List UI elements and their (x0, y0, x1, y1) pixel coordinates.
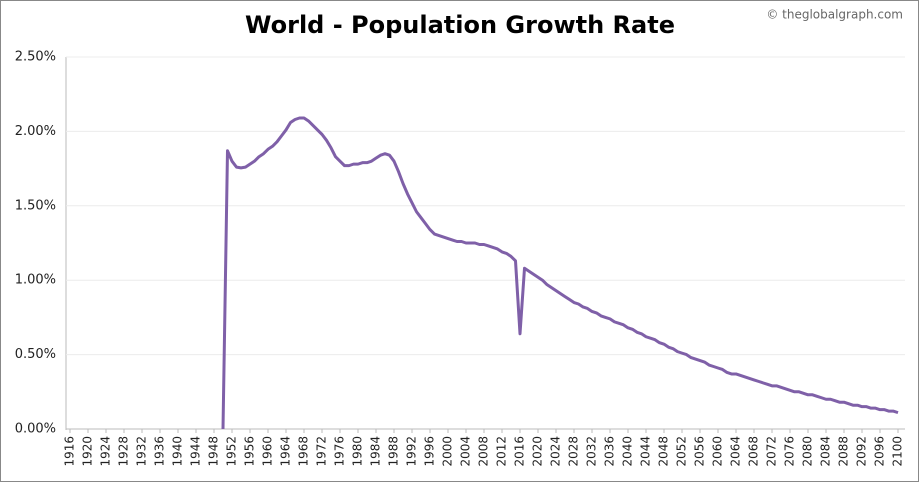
x-tick-label: 1928 (117, 436, 131, 467)
x-tick-label: 2028 (567, 436, 581, 467)
x-tick-label: 2068 (747, 436, 761, 467)
y-tick-label: 1.50% (15, 198, 56, 213)
x-tick-label: 1988 (387, 436, 401, 467)
y-tick-label: 2.50% (15, 50, 56, 65)
x-tick-label: 1956 (243, 436, 257, 467)
x-tick-label: 1992 (405, 436, 419, 467)
x-tick-label: 2100 (891, 436, 905, 467)
x-tick-label: 1952 (225, 436, 239, 467)
x-tick-label: 2080 (801, 436, 815, 467)
x-tick-label: 2044 (639, 436, 653, 467)
x-tick-label: 2056 (693, 436, 707, 467)
x-tick-label: 1964 (279, 436, 293, 467)
x-tick-label: 1924 (99, 436, 113, 467)
x-tick-label: 2024 (549, 436, 563, 467)
y-tick-label: 2.00% (15, 124, 56, 139)
x-tick-label: 1984 (369, 436, 383, 467)
x-tick-label: 1996 (423, 436, 437, 467)
x-tick-label: 2004 (459, 436, 473, 467)
x-tick-label: 1944 (189, 436, 203, 467)
x-tick-label: 1976 (333, 436, 347, 467)
x-tick-label: 1936 (153, 436, 167, 467)
x-tick-label: 2012 (495, 436, 509, 467)
x-tick-label: 2084 (819, 436, 833, 467)
x-tick-label: 1916 (63, 436, 77, 467)
x-tick-label: 2008 (477, 436, 491, 467)
x-tick-label: 2064 (729, 436, 743, 467)
x-tick-label: 1948 (207, 436, 221, 467)
y-tick-label: 1.00% (15, 273, 56, 288)
x-tick-label: 1932 (135, 436, 149, 467)
x-tick-label: 2060 (711, 436, 725, 467)
x-tick-label: 1920 (81, 436, 95, 467)
x-tick-label: 2000 (441, 436, 455, 467)
x-tick-label: 1968 (297, 436, 311, 467)
x-tick-label: 2072 (765, 436, 779, 467)
x-tick-label: 2088 (837, 436, 851, 467)
x-tick-label: 2036 (603, 436, 617, 467)
x-tick-label: 2016 (513, 436, 527, 467)
x-tick-label: 2092 (855, 436, 869, 467)
credit: © theglobalgraph.com (766, 8, 903, 22)
x-tick-label: 2032 (585, 436, 599, 467)
x-tick-label: 2076 (783, 436, 797, 467)
x-tick-label: 1960 (261, 436, 275, 467)
x-tick-label: 2040 (621, 436, 635, 467)
x-tick-label: 2020 (531, 436, 545, 467)
x-tick-label: 1940 (171, 436, 185, 467)
x-tick-label: 1972 (315, 436, 329, 467)
series-line (221, 116, 899, 430)
x-tick-label: 2052 (675, 436, 689, 467)
chart-title: World - Population Growth Rate (245, 11, 675, 39)
x-tick-label: 2096 (873, 436, 887, 467)
x-tick-label: 2048 (657, 436, 671, 467)
x-tick-label: 1980 (351, 436, 365, 467)
y-tick-label: 0.50% (15, 347, 56, 362)
y-tick-label: 0.00% (15, 422, 56, 437)
